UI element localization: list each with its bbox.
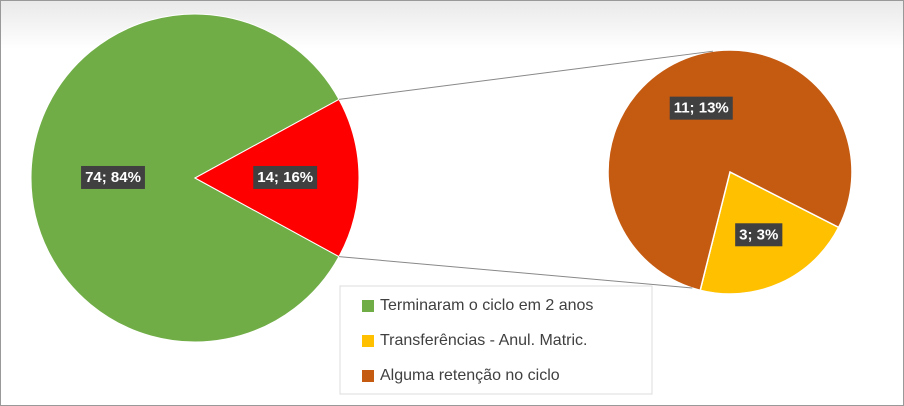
legend-entries: Terminaram o ciclo em 2 anos Transferênci… — [362, 297, 593, 384]
pie-slice — [607, 49, 853, 292]
legend-swatch — [362, 300, 374, 312]
legend-swatch — [362, 370, 374, 382]
data-label-box — [735, 223, 783, 247]
pie-slice — [30, 13, 340, 343]
data-label: 3; 3% — [739, 226, 778, 243]
data-label-box — [669, 96, 733, 120]
data-label: 11; 13% — [674, 100, 729, 117]
data-label-box — [81, 165, 145, 189]
connector-line — [338, 256, 693, 289]
connector-line — [338, 50, 714, 100]
data-label: 74; 84% — [85, 169, 141, 186]
plot: 74; 84% 3; 3% 11; 13% 14; 16% — [30, 13, 853, 343]
legend-label: Transferências - Anul. Matric. — [380, 332, 587, 349]
legend — [339, 285, 653, 395]
legend-swatch — [362, 335, 374, 347]
data-label: 14; 16% — [257, 169, 313, 186]
legend-label: Terminaram o ciclo em 2 anos — [380, 297, 593, 314]
data-label-box — [253, 165, 318, 189]
legend-label: Alguma retenção no ciclo — [380, 367, 560, 384]
